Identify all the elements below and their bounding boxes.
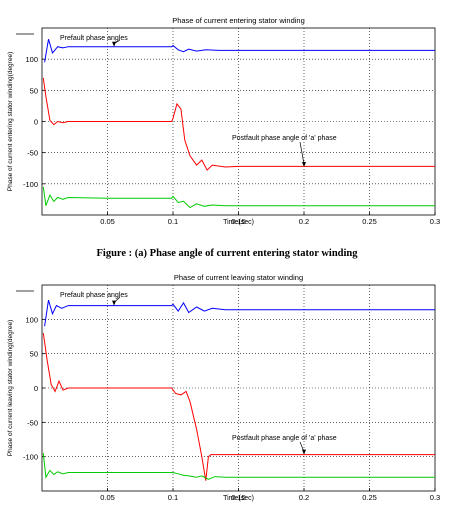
chart-entering-stator: Phase of current entering stator winding… [7,16,440,226]
x-tick-label: 0.05 [100,217,115,226]
series-line-0 [44,299,435,327]
y-tick-label: -100 [23,453,38,462]
y-tick-label: 100 [25,315,38,324]
x-tick-label: 0.15 [231,217,246,226]
x-tick-label: 0.1 [168,217,178,226]
annotation-text: Prefault phase angles [60,35,128,42]
y-axis-label: Phase of current entering stator winding… [7,52,14,191]
y-tick-label: 0 [34,384,38,393]
annotation-text: Postfault phase angle of 'a' phase [232,435,337,442]
annotation-arrowhead [302,162,306,168]
y-tick-label: -50 [27,149,38,158]
x-axis-label: Time(sec) [223,219,254,226]
y-tick-label: 0 [34,118,38,127]
annotation-arrowhead [302,449,306,455]
y-tick-label: 50 [30,350,38,359]
x-tick-label: 0.2 [299,217,309,226]
annotation-text: Prefault phase angles [60,292,128,299]
x-tick-label: 0.05 [100,493,115,502]
chart-leaving-stator: Phase of current leaving stator winding 0… [7,273,440,502]
x-tick-label: 0.1 [168,493,178,502]
x-tick-label: 0.25 [362,217,377,226]
y-tick-label: -100 [23,180,38,189]
y-tick-label: -50 [27,418,38,427]
series-line-0 [44,39,435,63]
x-axis-label: Time(sec) [223,495,254,502]
y-tick-label: 50 [30,86,38,95]
x-tick-label: 0.15 [231,493,246,502]
y-axis-label: Phase of current leaving stator winding(… [7,320,14,457]
x-tick-label: 0.3 [430,493,440,502]
series-line-1 [42,77,435,171]
x-tick-label: 0.2 [299,493,309,502]
series-line-2 [42,453,435,480]
figure-caption: Figure : (a) Phase angle of current ente… [96,248,358,259]
series-line-2 [42,186,435,209]
y-tick-label: 100 [25,55,38,64]
annotation-arrowhead [112,41,117,47]
annotation-arrow [299,141,305,165]
annotation-text: Postfault phase angle of 'a' phase [232,135,337,142]
x-tick-label: 0.25 [362,493,377,502]
series-line-1 [42,333,435,481]
chart-title: Phase of current leaving stator winding [174,273,303,282]
chart-title: Phase of current entering stator winding [172,16,305,25]
x-tick-label: 0.3 [430,217,440,226]
annotation-arrowhead [112,300,117,306]
